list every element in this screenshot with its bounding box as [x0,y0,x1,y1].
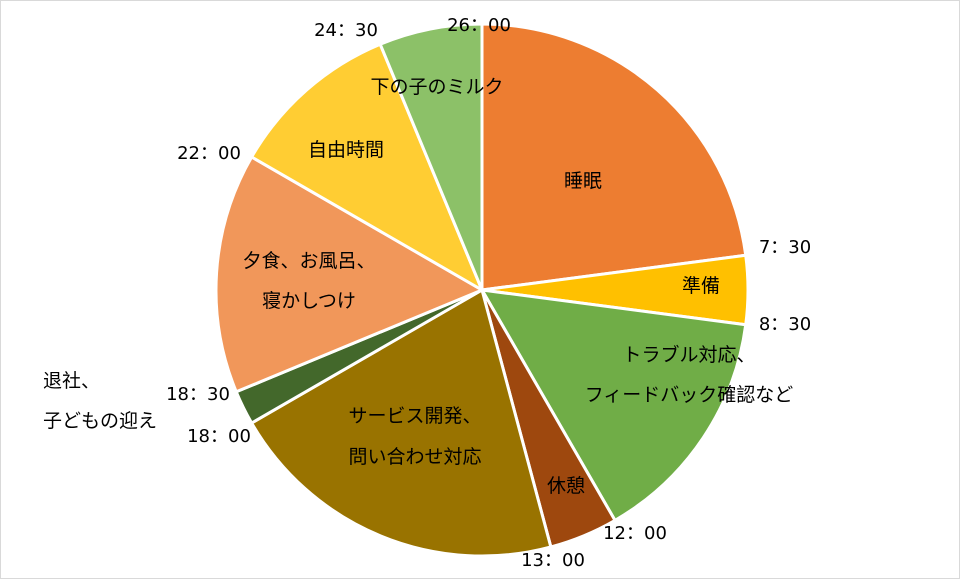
time-boundary-label: 18：30 [166,384,230,405]
slice-label: 退社、子どもの迎え [43,370,157,432]
slice-label: サービス開発、問い合わせ対応 [348,405,481,468]
slice-label: トラブル対応、フィードバック確認など [585,343,794,406]
slice-label: 準備 [682,275,720,297]
slice-label: 休憩 [547,475,585,497]
time-boundary-label: 22：00 [177,143,241,164]
slice-label: 睡眠 [564,170,602,192]
time-boundary-label: 12：00 [603,523,667,544]
pie-slice [250,42,484,292]
pie-slice [378,22,484,292]
slice-label: 夕食、お風呂、寝かしつけ [242,250,375,312]
pie-slices [214,22,750,558]
time-labels: 26：00 7：30 8：30 12：00 13：00 18：00 18：30 22：00 24… [166,15,811,571]
pie-slice [214,155,484,394]
slice-label: 自由時間 [308,139,384,161]
pie-slice [480,288,748,522]
time-boundary-label: 26：00 [447,15,511,36]
time-boundary-label: 8：30 [759,314,811,335]
time-boundary-label: 18：00 [187,426,251,447]
slice-label: 下の子のミルク [370,76,503,98]
pie-slice [250,288,553,558]
time-boundary-label: 24：30 [314,20,378,41]
time-boundary-label: 13：00 [521,550,585,571]
time-boundary-label: 7：30 [759,237,811,258]
pie-slice [480,22,748,292]
